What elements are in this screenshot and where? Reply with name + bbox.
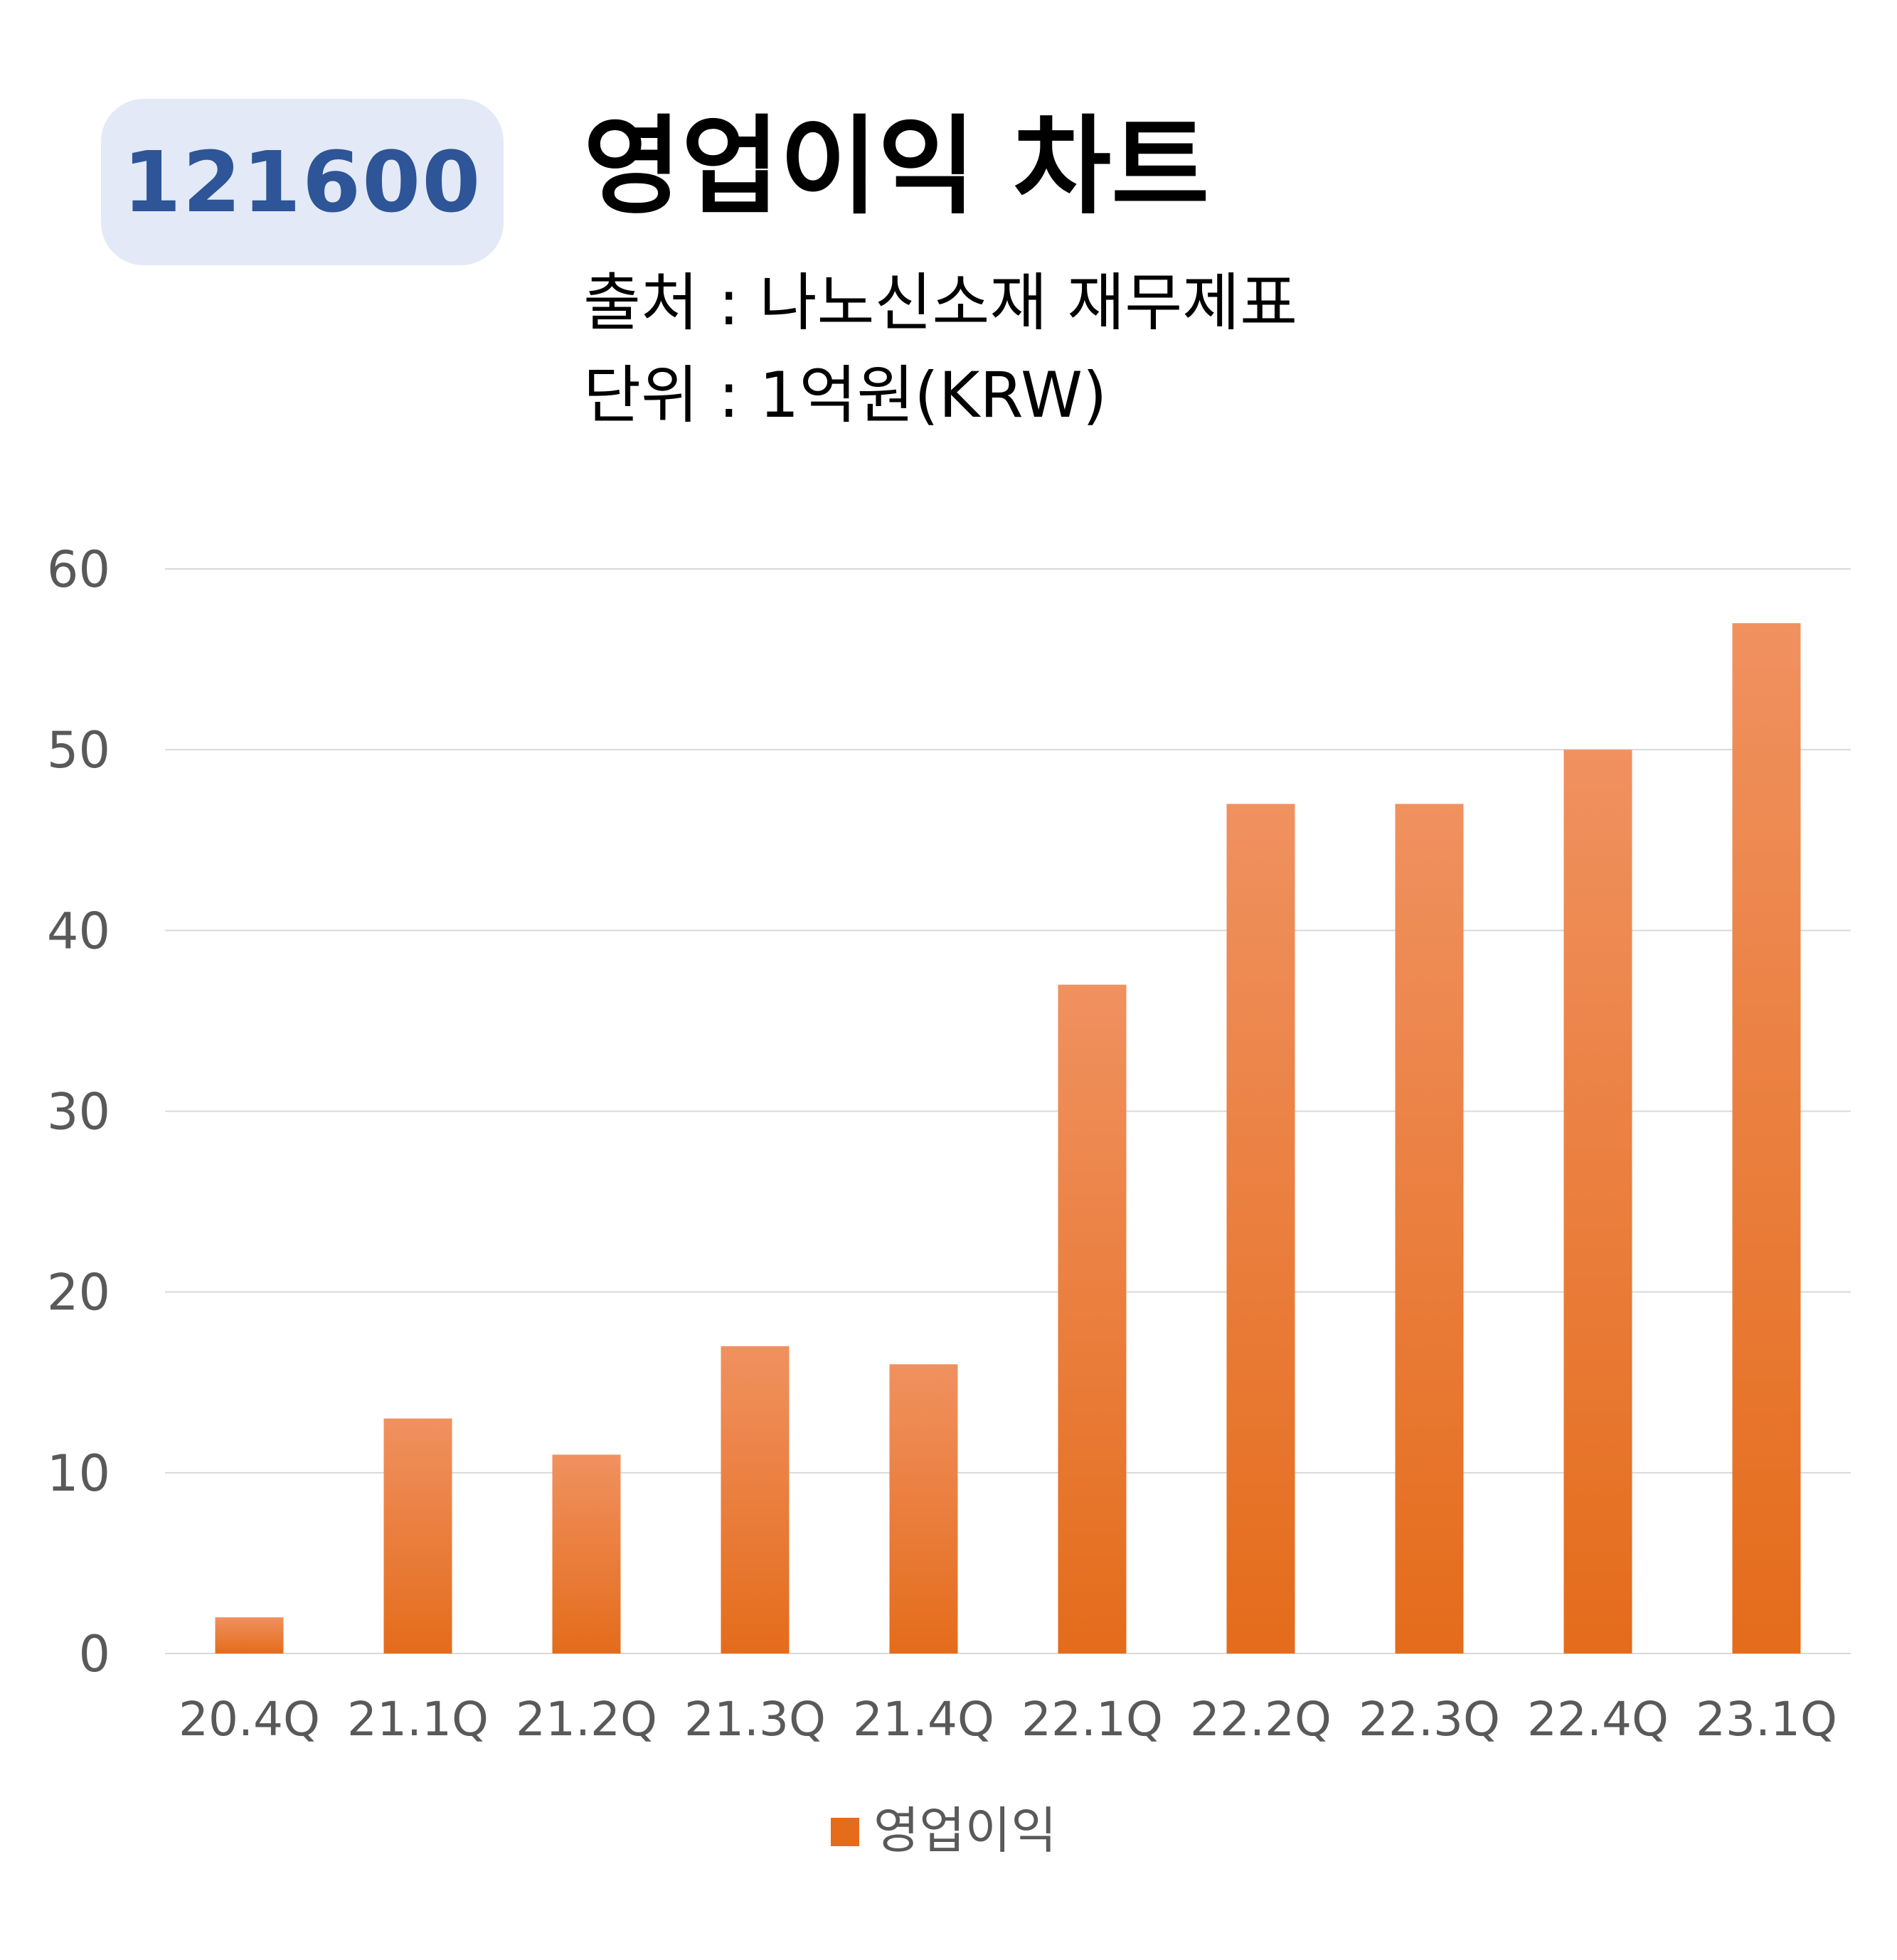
x-tick-label: 23.1Q: [1696, 1692, 1837, 1747]
y-tick-label: 40: [47, 902, 110, 960]
y-tick-label: 0: [78, 1625, 110, 1683]
x-axis-ticks: 20.4Q 21.1Q 21.2Q 21.3Q 21.4Q 22.1Q 22.2Q 22.3Q…: [179, 1692, 1837, 1747]
chart-title: 영업이익 차트: [583, 105, 1210, 229]
stock-code-badge: 121600: [101, 99, 504, 265]
source-note: 출처 : 나노신소재 재무제표: [583, 266, 1298, 339]
legend-swatch: [831, 1818, 859, 1846]
x-tick-label: 21.4Q: [853, 1692, 994, 1747]
x-tick-label: 22.4Q: [1527, 1692, 1669, 1747]
x-tick-label: 21.3Q: [684, 1692, 826, 1747]
x-tick-label: 22.2Q: [1190, 1692, 1332, 1747]
bar: [383, 1418, 452, 1653]
x-tick-label: 20.4Q: [179, 1692, 320, 1747]
bar: [1058, 984, 1127, 1653]
legend: 영업이익: [831, 1801, 1057, 1860]
x-tick-label: 21.1Q: [347, 1692, 489, 1747]
y-tick-label: 50: [47, 721, 110, 779]
y-tick-label: 20: [47, 1264, 110, 1322]
y-axis-ticks: 0 10 20 30 40 50 60: [47, 540, 110, 1683]
x-tick-label: 22.1Q: [1021, 1692, 1163, 1747]
bar: [215, 1617, 284, 1653]
bar: [889, 1364, 958, 1653]
bar: [552, 1454, 621, 1653]
y-tick-label: 10: [47, 1444, 110, 1503]
stock-code: 121600: [122, 133, 482, 231]
y-tick-label: 60: [47, 540, 110, 599]
y-tick-label: 30: [47, 1083, 110, 1141]
bar: [1732, 623, 1801, 1653]
bar: [1395, 804, 1464, 1653]
x-tick-label: 21.2Q: [516, 1692, 657, 1747]
bar: [1226, 804, 1295, 1653]
unit-note: 단위 : 1억원(KRW): [583, 358, 1107, 432]
x-tick-label: 22.3Q: [1359, 1692, 1500, 1747]
bar: [1563, 750, 1632, 1653]
legend-label: 영업이익: [873, 1801, 1057, 1860]
bar: [721, 1346, 790, 1653]
bars: [215, 623, 1801, 1653]
